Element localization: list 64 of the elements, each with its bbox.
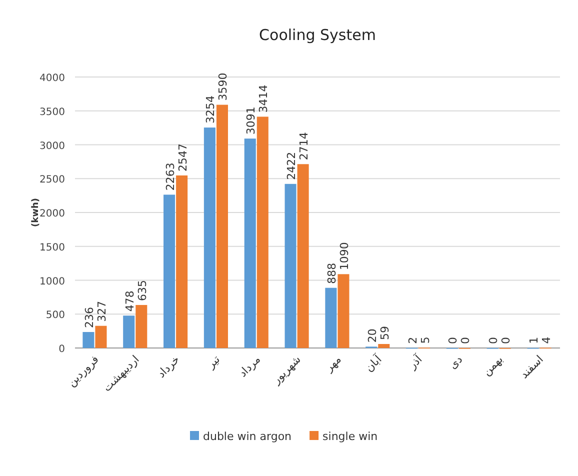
bar [176, 175, 188, 348]
y-tick-label: 500 [46, 310, 65, 322]
bar [284, 184, 296, 348]
data-label: 3254 [204, 96, 218, 124]
y-tick-label: 2000 [40, 208, 65, 220]
y-tick-label: 1500 [40, 242, 65, 254]
bar [95, 326, 107, 348]
x-tick-label: مهر [322, 352, 344, 375]
data-label: 5 [418, 336, 432, 344]
x-tick-label: تیر [204, 352, 223, 372]
y-tick-label: 3000 [40, 140, 65, 152]
data-label: 0 [500, 337, 513, 344]
data-label: 0 [487, 337, 500, 344]
data-label: 0 [459, 337, 472, 344]
bar [338, 274, 350, 348]
x-tick-label: دی [446, 352, 466, 372]
data-label: 2 [406, 336, 420, 344]
data-label: 2714 [298, 132, 311, 160]
y-tick-label: 2500 [40, 174, 65, 186]
y-tick-label: 0 [58, 344, 65, 355]
y-tick-label: 1000 [40, 276, 65, 288]
data-label: 2547 [176, 143, 190, 172]
data-label: 478 [123, 290, 136, 312]
x-tick-label: مرداد [236, 352, 264, 380]
bar [216, 104, 228, 348]
data-label: 635 [136, 280, 149, 301]
bar [82, 332, 94, 348]
data-label: 888 [325, 262, 338, 284]
data-label: 327 [95, 300, 108, 322]
data-label: 20 [366, 328, 379, 343]
x-tick-label: شهریور [269, 352, 304, 388]
bar [204, 128, 216, 348]
data-label: 3414 [257, 84, 270, 113]
data-label: 0 [446, 337, 460, 344]
data-label: 2422 [285, 152, 298, 180]
bar [325, 288, 337, 348]
data-label: 59 [378, 326, 392, 340]
data-label: 4 [540, 336, 554, 344]
data-label: 3590 [216, 72, 230, 101]
x-tick-label: اسفند [518, 352, 546, 382]
x-tick-label: آبان [362, 352, 385, 375]
legend-label: single win [322, 430, 378, 443]
bar [123, 316, 135, 348]
data-label: 3091 [244, 106, 258, 135]
x-tick-label: اردیبهشت [100, 352, 142, 394]
bar [256, 116, 268, 348]
bar [244, 138, 256, 348]
x-tick-label: فروردین [65, 352, 102, 390]
y-tick-label: 4000 [40, 73, 65, 84]
data-label: 1090 [338, 242, 351, 270]
data-label: 1 [528, 336, 541, 344]
bar [297, 164, 309, 348]
chart-title: Cooling System [259, 26, 376, 44]
x-tick-label: بهمن [480, 352, 506, 378]
y-axis-title: (kwh) [31, 198, 41, 227]
x-tick-label: آذر [404, 352, 426, 372]
legend-label: duble win argon [203, 430, 292, 443]
bar [378, 344, 390, 348]
bar [164, 194, 176, 348]
bar [136, 304, 148, 348]
data-label: 2263 [164, 162, 177, 191]
y-tick-label: 3500 [40, 106, 65, 118]
data-label: 236 [82, 307, 96, 328]
x-tick-label: خرداد [154, 352, 182, 380]
